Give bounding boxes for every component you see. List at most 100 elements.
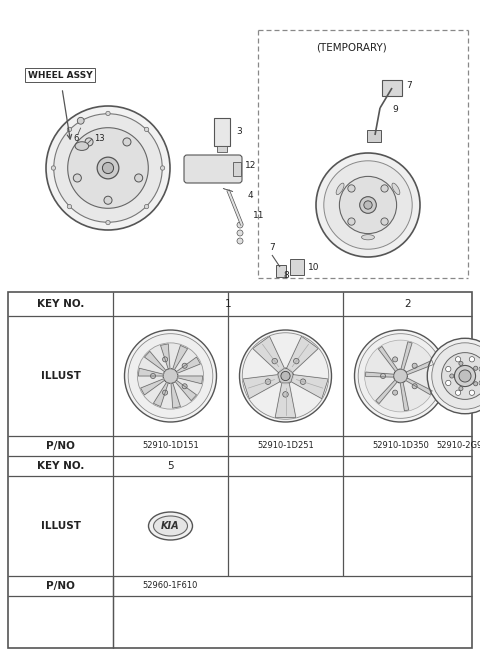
- Polygon shape: [401, 342, 412, 370]
- Circle shape: [242, 333, 329, 419]
- Circle shape: [355, 330, 446, 422]
- Circle shape: [393, 390, 397, 395]
- Circle shape: [412, 363, 417, 368]
- Circle shape: [450, 374, 454, 378]
- Text: P/NO: P/NO: [46, 581, 75, 591]
- Ellipse shape: [348, 185, 355, 192]
- Circle shape: [283, 392, 288, 397]
- Ellipse shape: [85, 138, 93, 146]
- Polygon shape: [141, 379, 165, 395]
- Ellipse shape: [102, 163, 114, 174]
- Circle shape: [456, 390, 461, 396]
- Text: P/NO: P/NO: [46, 441, 75, 451]
- Bar: [233, 162, 241, 176]
- FancyBboxPatch shape: [184, 155, 242, 183]
- Text: 8: 8: [283, 270, 289, 279]
- Polygon shape: [378, 346, 398, 371]
- Ellipse shape: [97, 157, 119, 179]
- Circle shape: [432, 343, 480, 409]
- Text: 10: 10: [308, 262, 320, 272]
- Ellipse shape: [75, 142, 89, 150]
- Circle shape: [277, 368, 293, 384]
- Ellipse shape: [160, 166, 165, 170]
- Text: 9: 9: [392, 106, 398, 115]
- Polygon shape: [177, 357, 200, 373]
- Circle shape: [459, 361, 463, 365]
- Circle shape: [474, 366, 478, 371]
- Circle shape: [456, 357, 461, 362]
- Ellipse shape: [336, 183, 344, 195]
- Ellipse shape: [392, 183, 400, 195]
- Circle shape: [469, 357, 475, 362]
- Bar: [382, 80, 402, 96]
- Text: 52910-1D151: 52910-1D151: [142, 441, 199, 451]
- Text: 52910-1D350: 52910-1D350: [372, 441, 429, 451]
- Ellipse shape: [364, 201, 372, 209]
- Circle shape: [151, 373, 156, 379]
- Polygon shape: [376, 380, 397, 403]
- Ellipse shape: [237, 238, 243, 244]
- Circle shape: [128, 334, 213, 419]
- Text: KEY NO.: KEY NO.: [37, 461, 84, 471]
- Ellipse shape: [360, 197, 376, 213]
- Text: (TEMPORARY): (TEMPORARY): [316, 43, 387, 53]
- Circle shape: [427, 338, 480, 414]
- Ellipse shape: [348, 218, 355, 225]
- Ellipse shape: [106, 220, 110, 225]
- Polygon shape: [178, 376, 203, 384]
- Circle shape: [272, 358, 277, 364]
- Text: 7: 7: [406, 81, 412, 91]
- Text: 2: 2: [404, 299, 411, 309]
- Circle shape: [240, 330, 332, 422]
- Bar: [276, 265, 286, 277]
- Ellipse shape: [324, 161, 412, 249]
- Circle shape: [459, 386, 463, 390]
- Bar: [217, 146, 227, 152]
- Circle shape: [265, 379, 271, 384]
- Text: 7: 7: [269, 243, 275, 251]
- Text: 12: 12: [245, 161, 256, 171]
- Polygon shape: [400, 382, 409, 411]
- Circle shape: [163, 390, 168, 395]
- Circle shape: [163, 357, 168, 362]
- Bar: [367, 130, 381, 142]
- Text: 52960-1F610: 52960-1F610: [143, 581, 198, 590]
- Ellipse shape: [144, 205, 149, 209]
- Ellipse shape: [237, 230, 243, 236]
- Circle shape: [474, 382, 478, 386]
- Circle shape: [381, 373, 385, 379]
- Polygon shape: [175, 380, 196, 401]
- Polygon shape: [138, 368, 163, 376]
- Text: 13: 13: [94, 134, 105, 142]
- Circle shape: [358, 334, 443, 419]
- Ellipse shape: [361, 235, 374, 240]
- Ellipse shape: [381, 185, 388, 192]
- Circle shape: [182, 363, 187, 368]
- Circle shape: [442, 353, 480, 400]
- Circle shape: [479, 380, 480, 386]
- Ellipse shape: [316, 153, 420, 257]
- Ellipse shape: [148, 512, 192, 540]
- Circle shape: [137, 343, 204, 409]
- Ellipse shape: [144, 127, 149, 132]
- Circle shape: [394, 369, 408, 383]
- Text: 52910-1D251: 52910-1D251: [257, 441, 314, 451]
- Text: KEY NO.: KEY NO.: [37, 299, 84, 309]
- Circle shape: [479, 367, 480, 372]
- Ellipse shape: [381, 218, 388, 225]
- Polygon shape: [144, 352, 166, 372]
- Polygon shape: [275, 383, 296, 417]
- Ellipse shape: [51, 166, 56, 170]
- Circle shape: [365, 340, 436, 412]
- Ellipse shape: [67, 205, 72, 209]
- Ellipse shape: [123, 138, 131, 146]
- Polygon shape: [406, 378, 432, 395]
- Text: 3: 3: [236, 127, 242, 136]
- Circle shape: [412, 384, 417, 389]
- Ellipse shape: [68, 128, 148, 209]
- Text: ILLUST: ILLUST: [40, 371, 81, 381]
- Polygon shape: [406, 360, 433, 375]
- Polygon shape: [291, 375, 328, 399]
- Circle shape: [124, 330, 216, 422]
- Polygon shape: [171, 383, 180, 408]
